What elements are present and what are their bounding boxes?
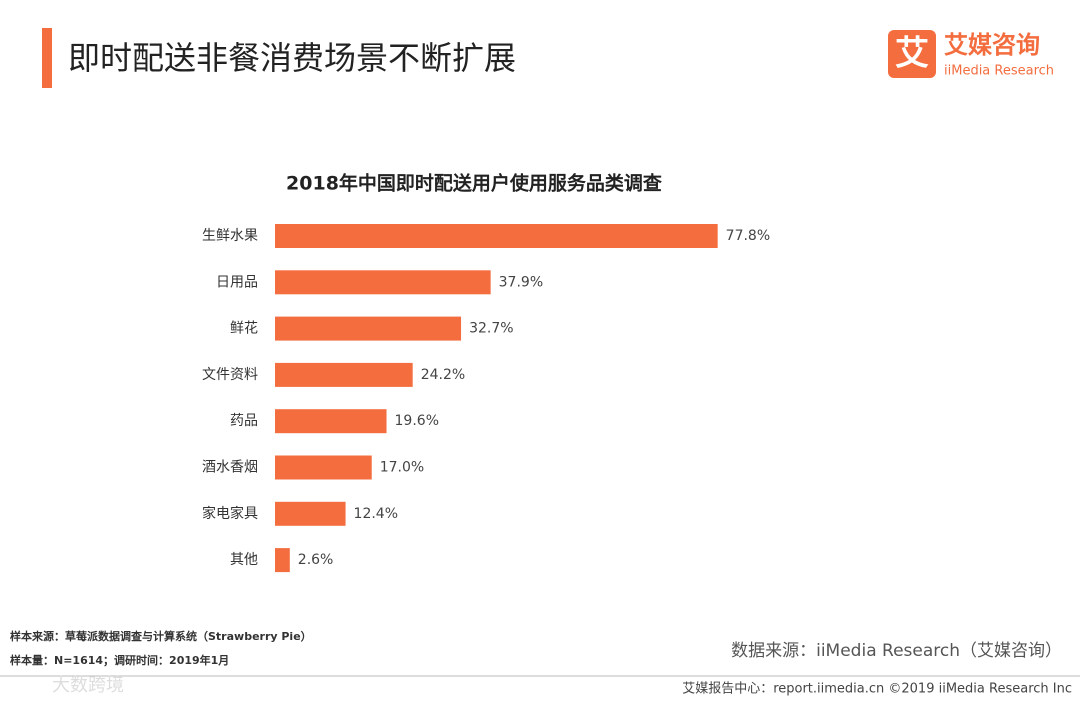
category-label: 药品 xyxy=(230,413,258,429)
note: 样本量：N=1614；调研时间：2019年1月 xyxy=(10,653,229,667)
value-label: 12.4% xyxy=(354,506,398,522)
logo-mark: 艾 xyxy=(895,34,929,74)
category-label: 鲜花 xyxy=(230,321,258,337)
bar xyxy=(275,501,346,526)
bar xyxy=(275,316,462,341)
category-label: 酒水香烟 xyxy=(202,460,258,476)
logo-sub: iiMedia Research xyxy=(944,64,1054,79)
note: 样本来源：草莓派数据调查与计算系统（Strawberry Pie） xyxy=(10,629,312,643)
bar xyxy=(275,270,491,295)
data-source: 数据来源：iiMedia Research（艾媒咨询） xyxy=(731,641,1062,661)
category-label: 家电家具 xyxy=(202,505,258,522)
value-label: 17.0% xyxy=(380,460,424,476)
logo-name: 艾媒咨询 xyxy=(944,31,1040,59)
category-label: 其他 xyxy=(230,552,258,568)
bar xyxy=(275,224,718,248)
value-label: 19.6% xyxy=(395,413,439,429)
value-label: 24.2% xyxy=(421,367,465,383)
category-label: 生鲜水果 xyxy=(202,228,258,244)
logo-box xyxy=(888,30,936,78)
bar xyxy=(275,455,372,480)
watermark: 大数跨境 xyxy=(52,675,124,696)
category-label: 文件资料 xyxy=(202,367,258,383)
value-label: 2.6% xyxy=(298,552,334,568)
value-label: 32.7% xyxy=(469,321,513,337)
chart-title: 2018年中国即时配送用户使用服务品类调查 xyxy=(286,172,663,195)
bar xyxy=(275,409,387,434)
category-label: 日用品 xyxy=(216,274,258,290)
bar xyxy=(275,362,413,387)
value-label: 37.9% xyxy=(499,274,543,290)
footer: 艾媒报告中心：report.iimedia.cn ©2019 iiMedia R… xyxy=(682,682,1072,697)
bar xyxy=(275,548,290,573)
value-label: 77.8% xyxy=(726,228,770,244)
page-title: 即时配送非餐消费场景不断扩展 xyxy=(68,39,516,77)
title-accent xyxy=(42,28,52,88)
